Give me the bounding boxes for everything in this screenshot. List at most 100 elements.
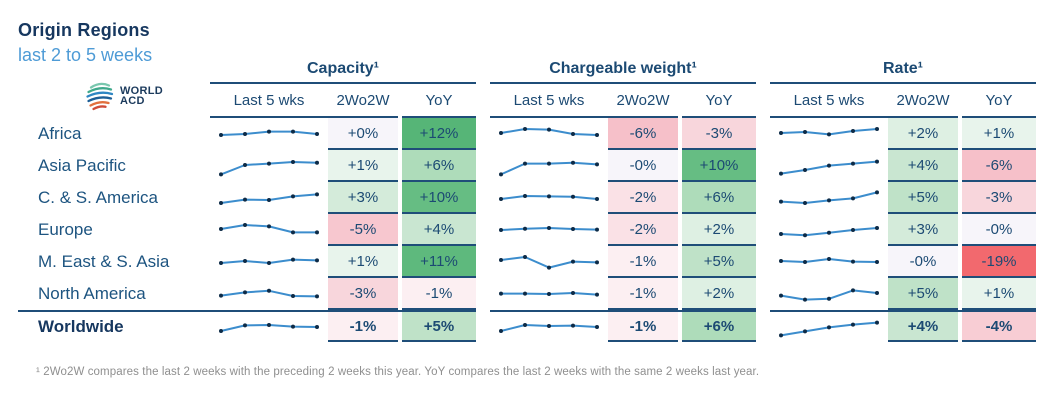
chargeable-2wo2w-cell: -1%	[608, 310, 678, 342]
rate-yoy-cell: -4%	[962, 310, 1036, 342]
rate-sparkline-cell	[770, 214, 888, 246]
row-label: Asia Pacific	[38, 156, 126, 175]
logo-wordmark: WORLD ACD	[120, 85, 164, 107]
subheader-2wo2w-rate: 2Wo2W	[888, 84, 958, 118]
capacity-yoy-cell: +10%	[402, 182, 476, 214]
chargeable-2wo2w-cell: -2%	[608, 182, 678, 214]
capacity-2wo2w-cell: -5%	[328, 214, 398, 246]
sparkline-chart	[219, 323, 319, 333]
group-header-rate: Rate¹	[770, 56, 1036, 84]
group-header-capacity: Capacity¹	[210, 56, 476, 84]
rate-yoy-cell: +1%	[962, 118, 1036, 150]
sparkline-chart	[779, 288, 879, 302]
rate-sparkline-cell	[770, 150, 888, 182]
rate-gap-cell	[958, 310, 962, 342]
rate-yoy-cell: +1%	[962, 278, 1036, 310]
rate-sparkline-cell	[770, 118, 888, 150]
row-label: Worldwide	[18, 310, 210, 342]
subheader-last5wks-capacity: Last 5 wks	[210, 84, 328, 118]
rate-yoy-cell: -19%	[962, 246, 1036, 278]
sparkline-chart	[499, 323, 599, 333]
capacity-2wo2w-cell: +3%	[328, 182, 398, 214]
capacity-2wo2w-cell: +1%	[328, 150, 398, 182]
subheader-last5wks-chargeable: Last 5 wks	[490, 84, 608, 118]
capacity-sparkline-cell	[210, 310, 328, 342]
capacity-yoy-cell: +4%	[402, 214, 476, 246]
chargeable-yoy-cell: -3%	[682, 118, 756, 150]
chargeable-yoy-cell: +6%	[682, 182, 756, 214]
sparkline-chart	[219, 160, 319, 177]
sparkline-chart	[219, 257, 319, 265]
chargeable-yoy-cell: +10%	[682, 150, 756, 182]
rate-2wo2w-cell: +4%	[888, 150, 958, 182]
sparkline-chart	[779, 127, 879, 137]
chargeable-sparkline-cell	[490, 182, 608, 214]
row-label: C. & S. America	[38, 188, 158, 207]
sparkline-chart	[779, 320, 879, 338]
logo-line1: WORLD	[120, 85, 164, 97]
row-label: M. East & S. Asia	[38, 252, 170, 271]
rate-2wo2w-cell: -0%	[888, 246, 958, 278]
chargeable-sparkline-cell	[490, 118, 608, 150]
subheader-yoy-rate: YoY	[962, 84, 1036, 118]
sparkline-chart	[499, 127, 599, 137]
origin-regions-table: Capacity¹ Chargeable weight¹ Rate¹ Last 5 w…	[18, 56, 1036, 342]
title-block: Origin Regions last 2 to 5 weeks	[18, 20, 208, 66]
page-subtitle: last 2 to 5 weeks	[18, 45, 153, 65]
rate-2wo2w-cell: +2%	[888, 118, 958, 150]
chargeable-sparkline-cell	[490, 310, 608, 342]
capacity-yoy-cell: -1%	[402, 278, 476, 310]
globe-icon	[86, 82, 114, 111]
rate-2wo2w-cell: +3%	[888, 214, 958, 246]
rate-yoy-cell: -0%	[962, 214, 1036, 246]
rate-2wo2w-cell: +4%	[888, 310, 958, 342]
sparkline-chart	[219, 129, 319, 137]
subheader-2wo2w-capacity: 2Wo2W	[328, 84, 398, 118]
chargeable-sparkline-cell	[490, 278, 608, 310]
footnote: ¹ 2Wo2W compares the last 2 weeks with t…	[36, 366, 760, 378]
rate-sparkline-cell	[770, 246, 888, 278]
chargeable-2wo2w-cell: -6%	[608, 118, 678, 150]
sparkline-chart	[219, 223, 319, 235]
sparkline-chart	[219, 288, 319, 299]
capacity-sparkline-cell	[210, 214, 328, 246]
capacity-sparkline-cell	[210, 278, 328, 310]
capacity-gap-cell	[398, 310, 402, 342]
capacity-2wo2w-cell: -3%	[328, 278, 398, 310]
sparkline-chart	[779, 190, 879, 205]
sparkline-chart	[499, 194, 599, 201]
row-label: North America	[38, 284, 146, 303]
sparkline-chart	[499, 255, 599, 270]
capacity-yoy-cell: +6%	[402, 150, 476, 182]
rate-2wo2w-cell: +5%	[888, 278, 958, 310]
sparkline-chart	[499, 291, 599, 297]
chargeable-2wo2w-cell: -1%	[608, 278, 678, 310]
worldacd-logo: WORLD ACD	[84, 80, 163, 112]
chargeable-gap-cell	[678, 310, 682, 342]
subheader-last5wks-rate: Last 5 wks	[770, 84, 888, 118]
logo-line2: ACD	[120, 95, 145, 107]
capacity-yoy-cell: +11%	[402, 246, 476, 278]
chargeable-yoy-cell: +2%	[682, 214, 756, 246]
row-label: Africa	[38, 124, 82, 143]
sparkline-chart	[779, 226, 879, 238]
chargeable-2wo2w-cell: -2%	[608, 214, 678, 246]
sparkline-chart	[499, 226, 599, 232]
sparkline-chart	[779, 159, 879, 176]
subheader-2wo2w-chargeable: 2Wo2W	[608, 84, 678, 118]
page-title: Origin Regions	[18, 20, 150, 40]
capacity-2wo2w-cell: +1%	[328, 246, 398, 278]
capacity-sparkline-cell	[210, 150, 328, 182]
rate-sparkline-cell	[770, 278, 888, 310]
subheader-yoy-capacity: YoY	[402, 84, 476, 118]
capacity-sparkline-cell	[210, 182, 328, 214]
capacity-yoy-cell: +5%	[402, 310, 476, 342]
chargeable-yoy-cell: +2%	[682, 278, 756, 310]
rate-sparkline-cell	[770, 182, 888, 214]
chargeable-sparkline-cell	[490, 246, 608, 278]
capacity-2wo2w-cell: -1%	[328, 310, 398, 342]
row-label: Europe	[38, 220, 93, 239]
subheader-yoy-chargeable: YoY	[682, 84, 756, 118]
rate-sparkline-cell	[770, 310, 888, 342]
